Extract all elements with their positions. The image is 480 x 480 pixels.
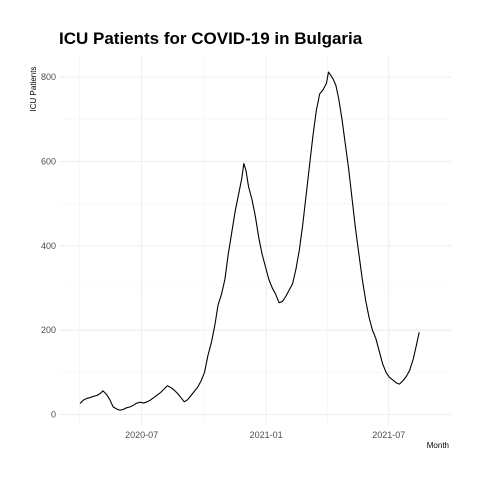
x-tick-label: 2021-07	[372, 430, 405, 440]
tick-labels: 0 200 400 600 800 2020-07 2021-01 2021-07	[41, 72, 405, 440]
x-tick-label: 2020-07	[125, 430, 158, 440]
y-axis-title: ICU Patients	[29, 67, 38, 112]
x-tick-label: 2021-01	[250, 430, 283, 440]
y-tick-label: 800	[41, 72, 56, 82]
chart-title: ICU Patients for COVID-19 in Bulgaria	[59, 29, 363, 48]
y-tick-label: 200	[41, 325, 56, 335]
series-layer	[79, 71, 420, 411]
y-tick-label: 0	[51, 409, 56, 419]
y-tick-label: 600	[41, 156, 56, 166]
y-tick-label: 400	[41, 241, 56, 251]
x-axis-title: Month	[427, 441, 449, 450]
grid	[59, 56, 451, 425]
icu-patients-line	[79, 71, 420, 411]
